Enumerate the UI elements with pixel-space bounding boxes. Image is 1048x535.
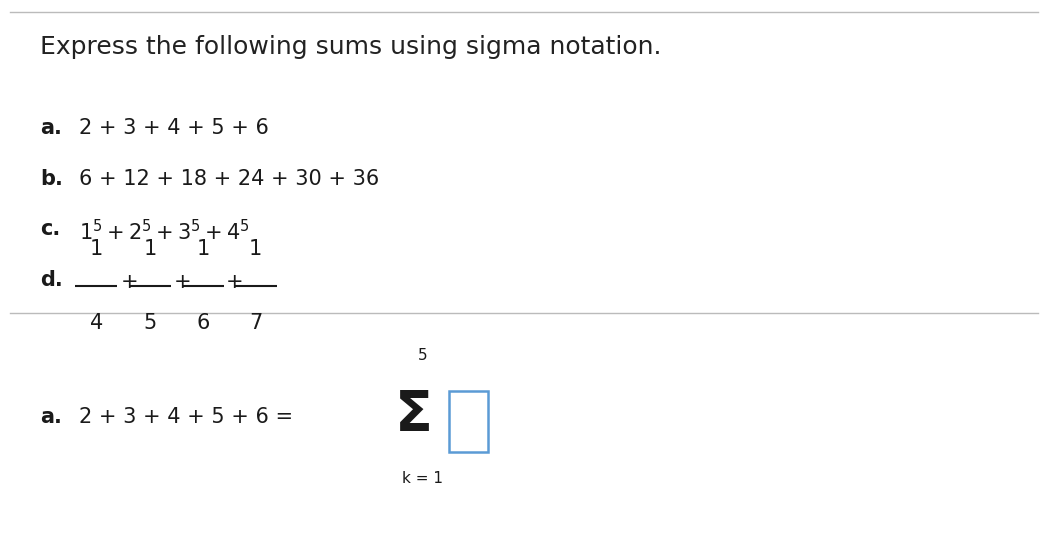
Text: 2 + 3 + 4 + 5 + 6 =: 2 + 3 + 4 + 5 + 6 = bbox=[79, 407, 292, 427]
Text: 2 + 3 + 4 + 5 + 6: 2 + 3 + 4 + 5 + 6 bbox=[79, 118, 268, 137]
Text: c.: c. bbox=[40, 219, 60, 239]
Text: $\mathregular{1^5 + 2^5 + 3^5 + 4^5}$: $\mathregular{1^5 + 2^5 + 3^5 + 4^5}$ bbox=[79, 219, 249, 244]
Text: a.: a. bbox=[40, 118, 62, 137]
Text: Express the following sums using sigma notation.: Express the following sums using sigma n… bbox=[40, 35, 661, 59]
Text: 1: 1 bbox=[144, 240, 156, 259]
Text: k = 1: k = 1 bbox=[401, 471, 443, 486]
Text: b.: b. bbox=[40, 169, 63, 188]
Text: Σ: Σ bbox=[395, 391, 433, 444]
Text: 4: 4 bbox=[90, 313, 103, 333]
Text: +: + bbox=[226, 272, 243, 292]
Text: 5: 5 bbox=[417, 348, 428, 363]
Text: +: + bbox=[174, 272, 191, 292]
Text: d.: d. bbox=[40, 270, 63, 290]
Text: 7: 7 bbox=[249, 313, 262, 333]
Text: a.: a. bbox=[40, 407, 62, 427]
Text: 1: 1 bbox=[197, 240, 210, 259]
Text: 6 + 12 + 18 + 24 + 30 + 36: 6 + 12 + 18 + 24 + 30 + 36 bbox=[79, 169, 378, 188]
FancyBboxPatch shape bbox=[449, 391, 488, 452]
Text: 1: 1 bbox=[249, 240, 262, 259]
Text: 6: 6 bbox=[197, 313, 210, 333]
Text: 5: 5 bbox=[144, 313, 156, 333]
Text: 1: 1 bbox=[90, 240, 103, 259]
Text: +: + bbox=[122, 272, 138, 292]
